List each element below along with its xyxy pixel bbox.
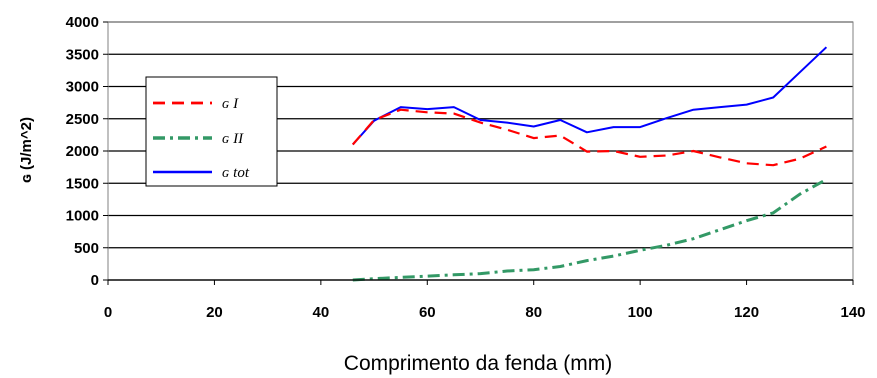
- x-tick-label: 100: [628, 304, 653, 321]
- series-line: [351, 108, 827, 167]
- y-axis-ticks: 0 500 1000 1500 2000 2500 3000 3500 4000: [66, 14, 108, 289]
- y-tick-label: 4000: [66, 14, 99, 31]
- legend-box: [145, 76, 278, 187]
- x-tick-label: 60: [419, 304, 436, 321]
- x-tick-label: 0: [104, 304, 112, 321]
- series-layer: [351, 46, 828, 282]
- series-line: [352, 46, 828, 146]
- x-tick-label: 40: [313, 304, 330, 321]
- y-tick-label: 3500: [66, 46, 99, 63]
- series-line: [352, 178, 828, 282]
- y-tick-label: 2000: [66, 143, 99, 160]
- y-tick-label: 1000: [66, 208, 99, 225]
- y-tick-label: 0: [91, 272, 99, 289]
- x-tick-label: 80: [525, 304, 542, 321]
- x-tick-label: 120: [734, 304, 759, 321]
- y-tick-label: 1500: [66, 175, 99, 192]
- x-axis-title: Comprimento da fenda (mm): [344, 352, 612, 375]
- legend-label: ɢ tot: [222, 165, 250, 181]
- y-tick-label: 500: [74, 240, 99, 257]
- y-tick-label: 2500: [66, 111, 99, 128]
- legend: ɢ I ɢ II ɢ tot: [145, 76, 278, 187]
- x-axis-ticks: 0 20 40 60 80 100 120 140: [104, 279, 866, 321]
- x-tick-label: 20: [206, 304, 223, 321]
- x-tick-label: 140: [840, 304, 865, 321]
- y-axis-title: ɢ (J/m^2): [18, 117, 35, 183]
- legend-label: ɢ II: [222, 131, 244, 147]
- legend-label: ɢ I: [222, 96, 239, 112]
- y-tick-label: 3000: [66, 79, 99, 96]
